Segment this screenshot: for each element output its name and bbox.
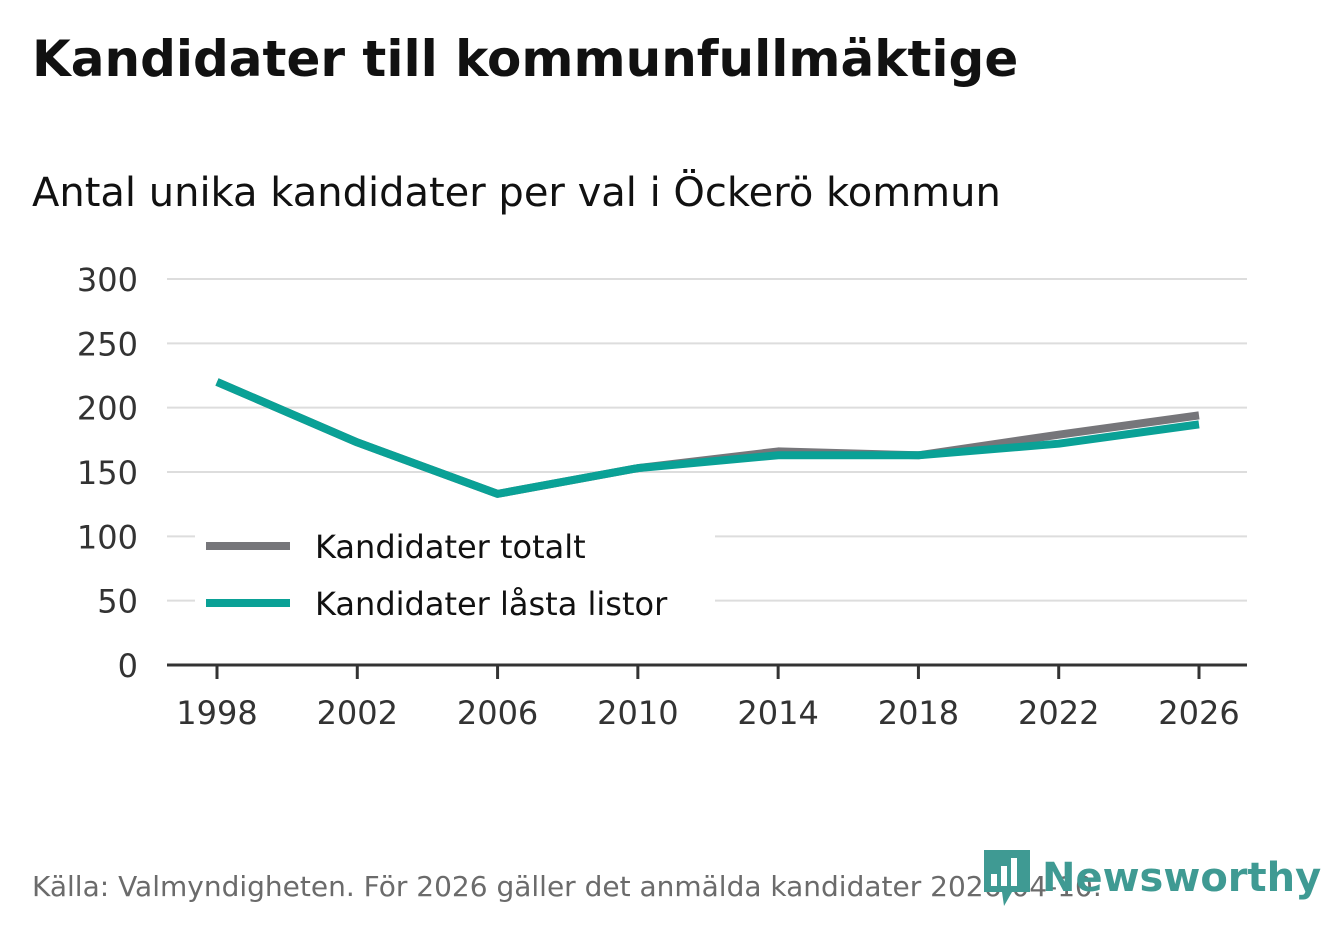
x-tick-label: 2010 <box>597 694 678 732</box>
y-tick-label: 200 <box>77 390 138 428</box>
y-tick-label: 100 <box>77 518 138 556</box>
y-tick-label: 0 <box>118 647 138 685</box>
y-tick-label: 300 <box>77 261 138 299</box>
x-tick-label: 2026 <box>1158 694 1239 732</box>
x-tick-label: 2014 <box>737 694 818 732</box>
series-line-locked <box>215 378 1200 498</box>
newsworthy-logo: Newsworthy <box>982 848 1321 908</box>
y-tick-label: 250 <box>77 325 138 363</box>
bar-chart-icon <box>984 850 1030 906</box>
y-tick-label: 150 <box>77 454 138 492</box>
legend-background <box>195 520 715 630</box>
x-tick-label: 2006 <box>457 694 538 732</box>
legend-label-total: Kandidater totalt <box>315 528 586 566</box>
chart-subtitle: Antal unika kandidater per val i Öckerö … <box>32 170 1001 216</box>
y-tick-label: 50 <box>97 583 138 621</box>
x-tick-label: 2002 <box>317 694 398 732</box>
x-tick-label: 1998 <box>176 694 257 732</box>
legend-label-locked: Kandidater låsta listor <box>315 585 668 623</box>
x-tick-label: 2022 <box>1018 694 1099 732</box>
chart-title: Kandidater till kommunfullmäktige <box>32 30 1019 88</box>
brand-name: Newsworthy <box>1042 855 1322 901</box>
series-line-total <box>215 378 1200 498</box>
x-tick-label: 2018 <box>878 694 959 732</box>
source-note: Källa: Valmyndigheten. För 2026 gäller d… <box>32 870 1102 903</box>
